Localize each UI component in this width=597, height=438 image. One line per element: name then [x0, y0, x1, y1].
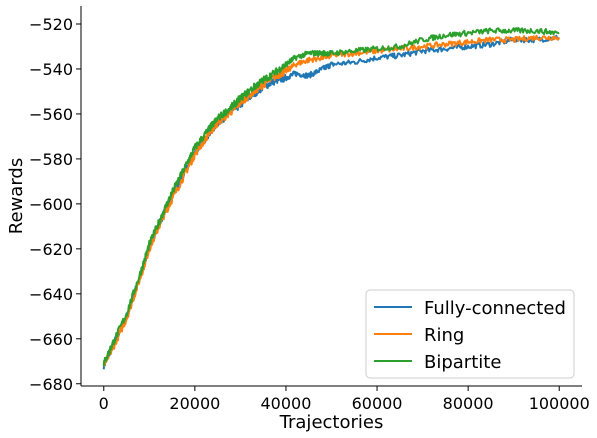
x-tick-label: 20000: [169, 394, 220, 413]
legend-label: Ring: [424, 325, 464, 346]
y-axis-title: Rewards: [6, 158, 27, 234]
x-tick-label: 40000: [261, 394, 312, 413]
series-layer: [102, 27, 561, 370]
y-tick-label: −580: [29, 150, 73, 169]
y-tick-label: −540: [29, 60, 73, 79]
y-tick-label: −520: [29, 15, 73, 34]
y-tick-label: −640: [29, 285, 73, 304]
x-axis: 0 20000 40000 60000 80000 100000: [81, 385, 590, 413]
y-tick-label: −600: [29, 195, 73, 214]
legend-box: [365, 289, 575, 379]
x-axis-title: Trajectories: [279, 412, 384, 433]
y-tick-label: −560: [29, 105, 73, 124]
x-tick-label: 60000: [352, 394, 403, 413]
x-tick-label: 80000: [443, 394, 494, 413]
y-tick-label: −620: [29, 240, 73, 259]
x-tick-label: 100000: [529, 394, 590, 413]
legend-label: Bipartite: [424, 352, 501, 373]
y-tick-label: −680: [29, 375, 73, 394]
legend: Fully-connected Ring Bipartite: [365, 289, 575, 379]
y-tick-label: −660: [29, 330, 73, 349]
legend-label: Fully-connected: [424, 298, 566, 319]
y-axis: −520 −540 −560 −580 −600 −620 −640 −660 −680: [29, 6, 82, 394]
series-line-bipartite: [102, 27, 560, 367]
x-tick-label: 0: [99, 394, 109, 413]
